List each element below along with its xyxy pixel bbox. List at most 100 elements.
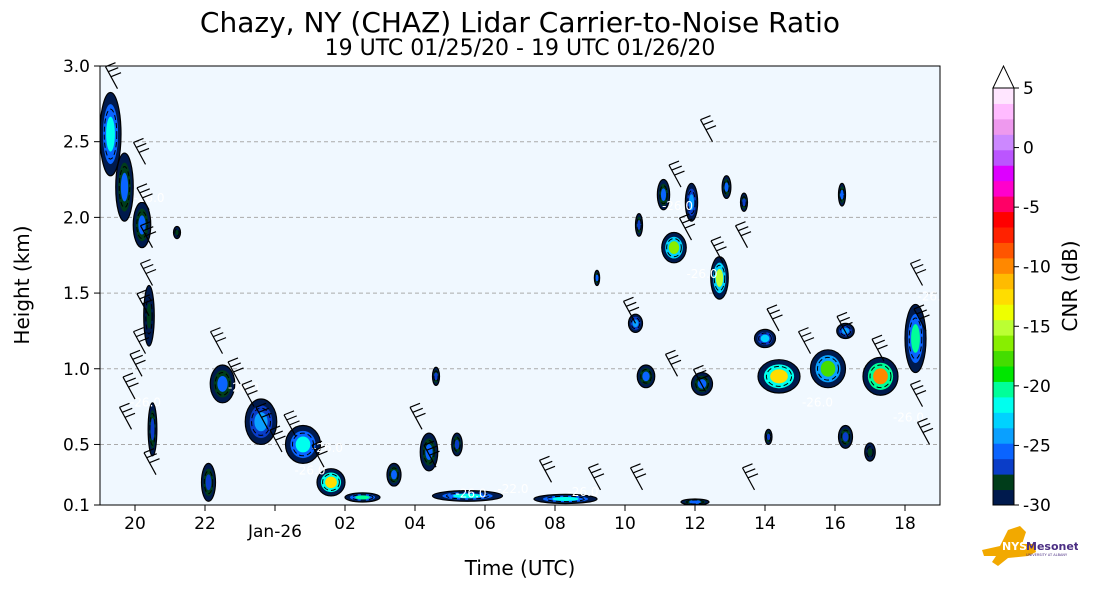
cloud-level-8-2 [205, 474, 212, 491]
cloud-region-16 [451, 432, 463, 457]
cloud-level-35-2 [867, 448, 873, 456]
x-tick-label-7: 10 [614, 514, 636, 534]
cloud-contour-39 [686, 499, 704, 505]
cloud-level-21-2 [668, 241, 680, 255]
wind-barb-36 [909, 258, 927, 286]
cloud-level-38-2 [391, 469, 397, 480]
cloud-contour-6 [214, 372, 231, 396]
cloud-level-22-2 [688, 194, 695, 211]
wind-barb-34 [836, 311, 853, 339]
wind-barb-31 [741, 463, 759, 491]
wind-barb-18 [409, 402, 426, 430]
x-tick-label-5: 06 [474, 514, 496, 534]
cloud-contour-22 [687, 190, 696, 215]
cloud-level-14-2 [552, 496, 579, 501]
colorbar-tick-label-6: -25 [1023, 436, 1051, 456]
contour-label-3: -26.0 [312, 441, 343, 455]
colorbar-extend-arrow [992, 64, 1015, 89]
cloud-level-3-2 [146, 303, 152, 329]
cloud-level-4-2 [150, 418, 155, 441]
cloud-contour-38 [389, 467, 399, 483]
cloud-level-19-2 [642, 371, 650, 382]
cloud-contour-28 [765, 365, 793, 387]
wind-barbs [104, 62, 934, 491]
y-tick-label-3: 1.5 [63, 284, 90, 304]
cloud-contour-31 [839, 187, 845, 202]
cloud-contour-10 [322, 473, 340, 491]
colorbar-tick-label-7: -30 [1023, 496, 1051, 516]
cloud-level-33-2 [911, 324, 920, 353]
chart-subtitle: 19 UTC 01/25/20 - 19 UTC 01/26/20 [324, 36, 716, 61]
cloud-level-16-2 [454, 439, 460, 450]
cloud-contour-27 [758, 332, 772, 345]
wind-barb-17 [311, 440, 328, 468]
wind-barb-19 [423, 440, 440, 468]
cloud-contour-11 [351, 494, 374, 501]
nys-mesonet-logo: NYS Mesonet UNIVERSITY AT ALBANY [982, 526, 1078, 566]
cloud-contour-16 [453, 437, 461, 452]
wind-barb-14 [255, 402, 272, 430]
cloud-contour-25 [741, 196, 747, 209]
colorbar-segment-23 [993, 134, 1014, 151]
cloud-contour-35 [866, 446, 874, 458]
contour-label-12: -26.0 [893, 411, 924, 425]
cloud-region-18 [634, 212, 644, 237]
contour-label-9: -26.0 [686, 267, 717, 281]
cloud-contour-34 [840, 429, 851, 445]
x-tick-label-6: 08 [544, 514, 566, 534]
x-tick-label-9: 14 [754, 514, 776, 534]
cloud-region-20 [656, 178, 671, 211]
wind-barb-35 [871, 334, 888, 362]
wind-barb-13 [241, 380, 258, 407]
x-tick-label-2: Jan-26 [247, 522, 302, 542]
chart-title: Chazy, NY (CHAZ) Lidar Carrier-to-Noise … [199, 6, 841, 39]
colorbar-segment-2 [993, 458, 1014, 475]
svg-text:UNIVERSITY AT ALBANY: UNIVERSITY AT ALBANY [1026, 553, 1068, 557]
cloud-contour-21 [666, 238, 682, 258]
cloud-region-1 [115, 152, 134, 222]
wind-barb-21 [587, 463, 605, 491]
cloud-region-6 [209, 364, 236, 404]
contour-label-7: -26.0 [567, 485, 598, 499]
y-tick-label-1: 0.5 [63, 435, 90, 455]
wind-barb-3 [139, 221, 157, 248]
cloud-region-4 [147, 402, 158, 457]
cloud-region-7 [244, 398, 278, 446]
x-axis-label: Time (UTC) [464, 556, 576, 580]
cloud-region-35 [864, 442, 876, 462]
cloud-region-15 [431, 366, 441, 387]
wind-barb-24 [668, 160, 685, 188]
colorbar-segment-24 [993, 118, 1014, 135]
cloud-region-5 [172, 225, 182, 240]
cloud-contour-24 [723, 179, 730, 195]
colorbar-segment-8 [993, 366, 1014, 382]
cloud-region-10 [316, 468, 346, 497]
colorbar: 5 0 -5 -10 -15 -20 -25 -30 [992, 64, 1051, 516]
wind-barb-2 [136, 183, 153, 211]
cloud-region-23 [710, 256, 729, 300]
colorbar-segment-19 [993, 196, 1014, 213]
wind-barb-33 [797, 327, 815, 354]
wind-barb-25 [678, 213, 696, 241]
wind-barb-26 [699, 115, 717, 142]
colorbar-segment-25 [993, 103, 1014, 120]
colorbar-segment-4 [993, 427, 1014, 444]
wind-barb-28 [734, 221, 752, 248]
cloud-region-29 [809, 349, 847, 389]
cloud-contour-13 [446, 492, 489, 500]
cloud-level-34-2 [842, 432, 849, 442]
colorbar-segment-10 [993, 335, 1014, 352]
cloud-level-20-2 [660, 188, 667, 202]
svg-text:NYS: NYS [1002, 540, 1027, 553]
contour-label-0: -26.0 [133, 191, 164, 205]
wind-barb-20 [538, 455, 556, 483]
cloud-contour-15 [433, 370, 439, 383]
colorbar-segment-0 [993, 489, 1014, 506]
cloud-level-37-2 [595, 274, 599, 282]
cloud-contour-20 [659, 185, 668, 205]
x-tick-label-1: 22 [194, 514, 216, 534]
cloud-level-0-2 [106, 116, 115, 152]
colorbar-segment-11 [993, 319, 1014, 336]
x-tick-label-0: 20 [124, 514, 146, 534]
cloud-level-9-2 [295, 436, 311, 453]
